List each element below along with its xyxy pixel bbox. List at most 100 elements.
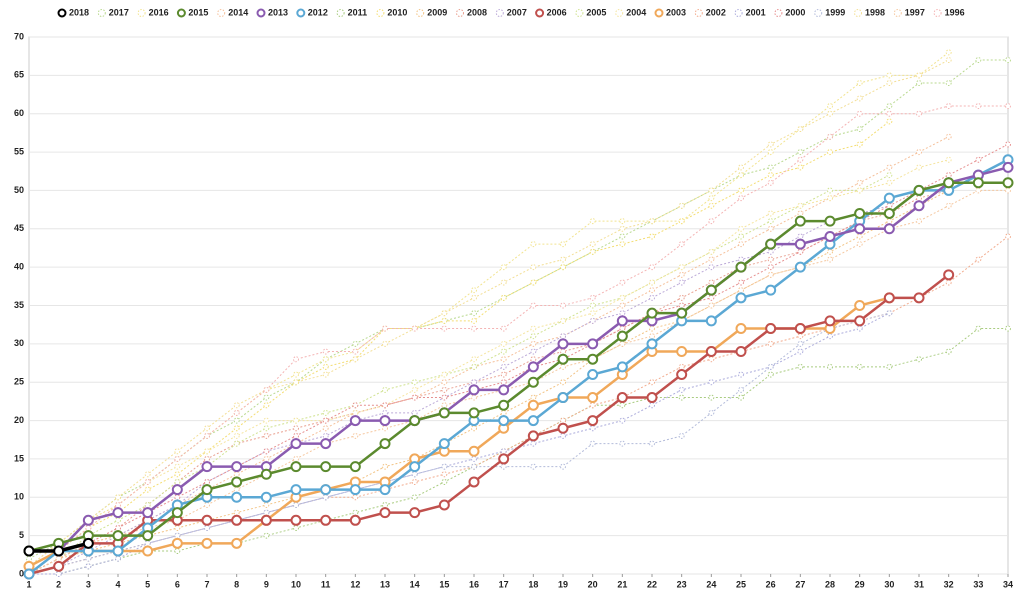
data-point bbox=[883, 292, 895, 304]
data-point bbox=[441, 317, 448, 324]
data-point bbox=[352, 356, 359, 363]
data-point bbox=[886, 202, 893, 209]
data-point bbox=[411, 494, 418, 501]
data-point bbox=[263, 509, 270, 516]
data-point bbox=[144, 478, 151, 485]
data-point bbox=[322, 432, 329, 439]
data-point bbox=[767, 149, 774, 156]
data-point bbox=[471, 287, 477, 294]
data-point bbox=[322, 363, 329, 370]
data-point bbox=[678, 271, 685, 278]
data-point bbox=[945, 80, 952, 87]
legend-label: 2017 bbox=[109, 7, 129, 17]
legend-label: 2010 bbox=[387, 7, 407, 17]
data-point bbox=[500, 325, 507, 332]
data-point bbox=[649, 264, 655, 271]
data-point bbox=[824, 230, 836, 242]
data-point bbox=[527, 399, 539, 411]
data-point bbox=[676, 369, 688, 381]
data-point bbox=[916, 218, 922, 225]
data-point bbox=[945, 172, 952, 179]
series-line bbox=[28, 159, 949, 575]
data-point bbox=[886, 172, 893, 179]
data-point bbox=[616, 330, 628, 342]
data-point bbox=[705, 315, 717, 327]
data-point bbox=[619, 233, 626, 240]
data-point bbox=[352, 409, 359, 416]
data-point bbox=[441, 463, 448, 470]
data-point bbox=[144, 501, 151, 508]
series-line bbox=[28, 312, 890, 575]
data-point bbox=[263, 386, 270, 393]
data-point bbox=[293, 524, 299, 531]
data-point bbox=[827, 103, 833, 110]
data-point bbox=[616, 392, 628, 404]
data-point bbox=[322, 356, 329, 363]
data-point bbox=[797, 233, 804, 240]
data-point bbox=[560, 333, 566, 340]
data-point bbox=[23, 568, 35, 580]
data-point bbox=[409, 461, 421, 473]
data-point bbox=[1005, 325, 1011, 332]
x-tick-label: 28 bbox=[825, 579, 835, 589]
data-point bbox=[379, 438, 391, 450]
legend-label: 2000 bbox=[785, 7, 805, 17]
data-point bbox=[767, 210, 774, 217]
data-point bbox=[886, 218, 893, 225]
data-point bbox=[854, 223, 866, 235]
x-tick-label: 4 bbox=[115, 579, 120, 589]
data-point bbox=[231, 491, 243, 503]
data-point bbox=[975, 187, 982, 194]
data-point bbox=[735, 346, 747, 358]
data-point bbox=[589, 425, 596, 432]
x-tick-label: 1 bbox=[26, 579, 31, 589]
x-tick-label: 34 bbox=[1003, 579, 1013, 589]
data-point bbox=[913, 200, 925, 212]
data-point bbox=[735, 292, 747, 304]
data-point bbox=[441, 379, 448, 386]
x-tick-label: 27 bbox=[795, 579, 805, 589]
data-point bbox=[115, 517, 121, 524]
data-point bbox=[233, 409, 240, 416]
data-point bbox=[112, 545, 124, 557]
legend-marker bbox=[217, 9, 226, 17]
y-tick-label: 30 bbox=[14, 338, 24, 348]
data-point bbox=[797, 340, 804, 347]
data-point bbox=[767, 248, 774, 255]
data-point bbox=[886, 310, 893, 317]
legend-marker bbox=[296, 8, 306, 18]
data-point bbox=[171, 484, 183, 496]
legend-marker bbox=[456, 9, 464, 17]
data-point bbox=[322, 371, 329, 378]
data-point bbox=[471, 325, 477, 332]
data-point bbox=[231, 537, 243, 549]
data-point bbox=[916, 195, 922, 202]
x-tick-label: 6 bbox=[175, 579, 180, 589]
data-point bbox=[649, 233, 655, 240]
x-tick-label: 13 bbox=[380, 579, 390, 589]
data-point bbox=[678, 432, 685, 439]
data-point bbox=[557, 422, 569, 434]
data-point bbox=[678, 394, 685, 401]
data-point bbox=[797, 348, 804, 355]
data-point bbox=[263, 417, 270, 424]
data-point bbox=[142, 530, 154, 542]
x-tick-label: 22 bbox=[647, 579, 657, 589]
data-point bbox=[975, 325, 982, 332]
data-point bbox=[619, 279, 626, 286]
data-point bbox=[349, 415, 361, 427]
data-point bbox=[856, 233, 863, 240]
legend-marker bbox=[774, 9, 783, 17]
data-point bbox=[735, 261, 747, 273]
data-point bbox=[560, 241, 566, 248]
legend-label: 2005 bbox=[586, 7, 606, 17]
data-point bbox=[204, 478, 210, 485]
data-point bbox=[856, 363, 863, 370]
data-point bbox=[204, 448, 210, 455]
data-point bbox=[174, 478, 181, 485]
data-point bbox=[589, 302, 596, 309]
y-tick-label: 10 bbox=[14, 492, 24, 502]
series-line bbox=[28, 120, 890, 567]
data-point bbox=[471, 379, 477, 386]
